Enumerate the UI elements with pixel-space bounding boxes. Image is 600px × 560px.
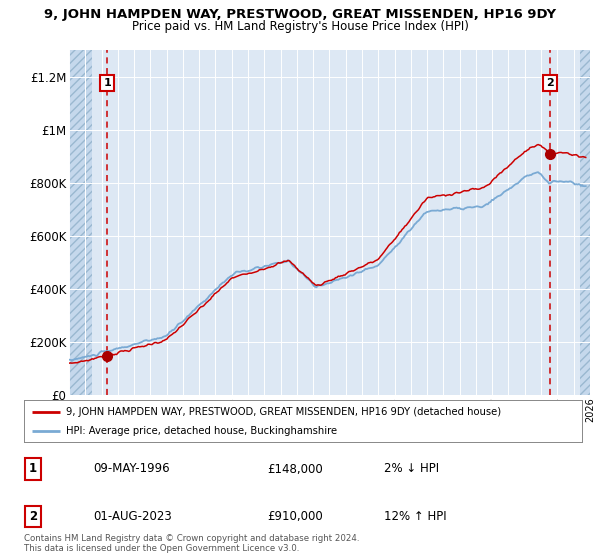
Text: 9, JOHN HAMPDEN WAY, PRESTWOOD, GREAT MISSENDEN, HP16 9DY (detached house): 9, JOHN HAMPDEN WAY, PRESTWOOD, GREAT MI…: [66, 407, 501, 417]
Text: Contains HM Land Registry data © Crown copyright and database right 2024.
This d: Contains HM Land Registry data © Crown c…: [24, 534, 359, 553]
Text: 2: 2: [547, 78, 554, 88]
Text: 12% ↑ HPI: 12% ↑ HPI: [384, 510, 446, 523]
Text: 09-MAY-1996: 09-MAY-1996: [93, 463, 170, 475]
Text: £148,000: £148,000: [267, 463, 323, 475]
Text: 01-AUG-2023: 01-AUG-2023: [93, 510, 172, 523]
Text: £910,000: £910,000: [267, 510, 323, 523]
Text: 2: 2: [29, 510, 37, 523]
Text: 9, JOHN HAMPDEN WAY, PRESTWOOD, GREAT MISSENDEN, HP16 9DY: 9, JOHN HAMPDEN WAY, PRESTWOOD, GREAT MI…: [44, 8, 556, 21]
Text: 1: 1: [29, 463, 37, 475]
Text: Price paid vs. HM Land Registry's House Price Index (HPI): Price paid vs. HM Land Registry's House …: [131, 20, 469, 32]
Text: 2% ↓ HPI: 2% ↓ HPI: [384, 463, 439, 475]
Text: 1: 1: [104, 78, 111, 88]
Text: HPI: Average price, detached house, Buckinghamshire: HPI: Average price, detached house, Buck…: [66, 426, 337, 436]
